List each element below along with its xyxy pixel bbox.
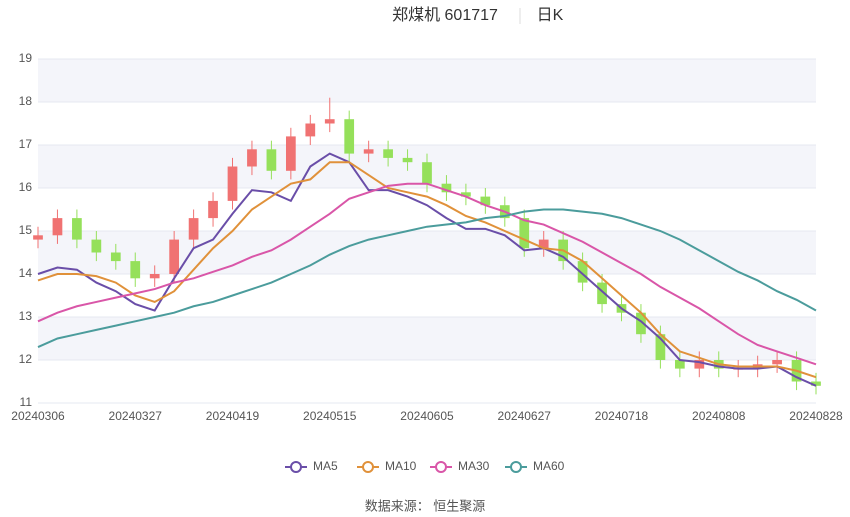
candle-body <box>266 149 277 171</box>
candle-body <box>655 334 666 360</box>
legend-marker <box>510 461 522 473</box>
candle-body <box>674 360 685 369</box>
candle-body <box>247 149 257 167</box>
candle-body <box>519 218 530 249</box>
x-tick-label: 20240828 <box>789 409 843 423</box>
candle-body <box>324 119 335 124</box>
x-tick-label: 20240627 <box>498 409 552 423</box>
x-tick-label: 20240327 <box>109 409 163 423</box>
candle-body <box>441 183 452 193</box>
ma-line <box>37 182 817 366</box>
x-tick-label: 20240718 <box>595 409 649 423</box>
candle-body <box>208 200 218 219</box>
candle-body <box>344 119 355 154</box>
x-tick-label: 20240808 <box>692 409 746 423</box>
y-tick-label: 15 <box>19 223 33 237</box>
candle-body <box>363 149 374 154</box>
candle-body <box>110 252 121 262</box>
legend-marker <box>435 461 447 473</box>
candle-body <box>538 239 549 249</box>
y-tick-label: 18 <box>19 94 33 108</box>
candle-body <box>169 239 180 274</box>
candle-body <box>72 218 82 240</box>
x-tick-label: 20240419 <box>206 409 260 423</box>
candle-body <box>480 196 491 206</box>
legend-label: MA60 <box>533 459 565 473</box>
candle-body <box>383 149 393 158</box>
source: 数据来源： 恒生聚源 <box>365 498 486 513</box>
candle-body <box>33 235 43 240</box>
candle-body <box>422 162 432 184</box>
candle-body <box>402 157 413 163</box>
legend-marker <box>290 461 302 473</box>
candle-body <box>91 239 102 253</box>
y-tick-label: 13 <box>19 309 33 323</box>
chart-title: 郑煤机 601717 <box>392 6 498 24</box>
candle-body <box>577 261 588 283</box>
ma-line <box>37 152 817 387</box>
y-tick-label: 17 <box>19 137 33 151</box>
ma-line <box>37 161 817 379</box>
x-tick-label: 20240306 <box>11 409 65 423</box>
legend-label: MA10 <box>385 459 417 473</box>
period-label: 日K <box>537 7 564 24</box>
candle-body <box>305 123 316 137</box>
candle-body <box>597 282 607 305</box>
grid-band <box>38 59 816 102</box>
candle-body <box>130 261 141 279</box>
candle-body <box>285 136 296 171</box>
y-tick-label: 12 <box>19 352 33 366</box>
legend-label: MA30 <box>458 459 490 473</box>
candle-body <box>188 218 199 240</box>
x-tick-label: 20240515 <box>303 409 357 423</box>
y-tick-label: 19 <box>19 51 33 65</box>
candle-body <box>811 381 821 386</box>
candle-body <box>694 360 705 369</box>
candle-body <box>227 166 238 201</box>
legend-marker <box>362 461 374 473</box>
x-tick-label: 20240605 <box>400 409 454 423</box>
legend-label: MA5 <box>313 459 338 473</box>
candle-body <box>772 360 782 365</box>
y-tick-label: 14 <box>19 266 33 280</box>
candle-body <box>149 274 160 279</box>
candle-body <box>461 192 471 197</box>
grid-band <box>38 231 816 274</box>
y-tick-label: 16 <box>19 180 33 194</box>
y-tick-label: 11 <box>20 395 33 409</box>
candle-body <box>52 218 63 236</box>
candle-body <box>636 312 646 335</box>
ma-line <box>37 208 817 349</box>
